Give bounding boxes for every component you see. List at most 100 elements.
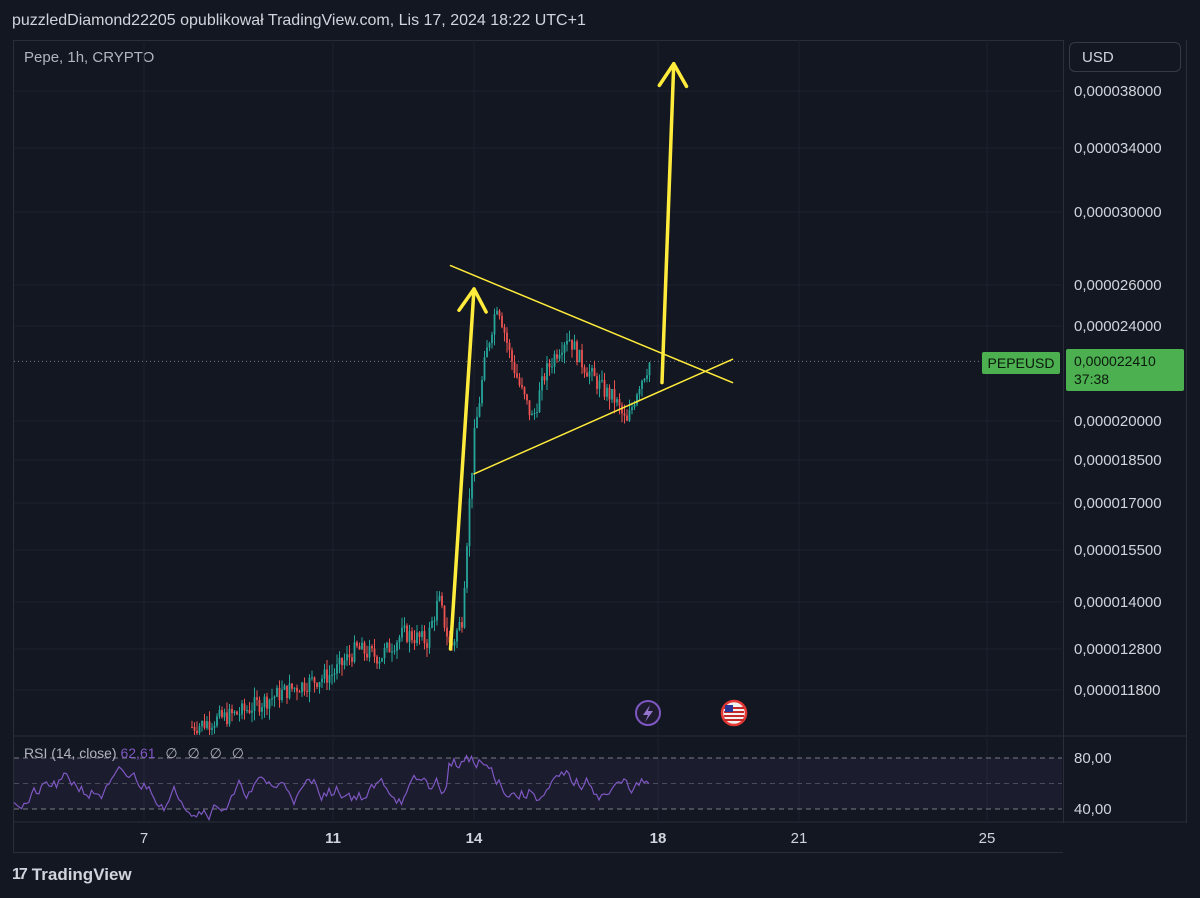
candle-body — [568, 339, 571, 341]
candle-body — [483, 357, 486, 380]
candle-body — [308, 677, 311, 692]
candle-body — [531, 413, 533, 416]
candle-body — [303, 682, 306, 692]
candle-body — [321, 678, 323, 683]
candle-body — [371, 646, 373, 649]
rsi-level-label: 40,00 — [1074, 801, 1112, 818]
candle-body — [393, 650, 396, 652]
candle-body — [443, 605, 446, 628]
candle-body — [461, 622, 463, 628]
axis-labels: 0,000038000 0,000034000 0,000030000 0,00002… — [140, 83, 1162, 847]
candle-body — [196, 730, 198, 733]
candle-body — [306, 691, 308, 693]
brand-name: TradingView — [31, 865, 132, 884]
triangle-lower-line — [473, 358, 734, 475]
candle-body — [298, 691, 301, 693]
target-arrow-head — [657, 61, 689, 89]
candle-body — [326, 669, 328, 683]
flagpole-arrow-head — [457, 287, 488, 314]
candle-body — [198, 726, 201, 733]
triangle-upper-line — [449, 264, 734, 384]
candle-body — [488, 343, 491, 348]
candle-body — [193, 727, 196, 731]
event-markers — [635, 699, 748, 727]
candle-body — [423, 631, 426, 644]
rsi-placeholder: ∅ — [187, 745, 200, 761]
rsi-value: 62,61 — [120, 745, 156, 761]
candle-body — [426, 643, 428, 648]
candle-body — [381, 658, 383, 662]
candle-body — [258, 699, 261, 712]
candle-body — [348, 654, 351, 658]
candle-body — [343, 660, 346, 666]
candle-body — [286, 685, 288, 698]
x-tick-label: 21 — [791, 830, 808, 847]
candle-body — [378, 661, 381, 664]
candle-body — [293, 687, 296, 689]
candle-body — [468, 498, 471, 547]
y-tick-label: 0,000038000 — [1074, 83, 1162, 100]
candle-body — [646, 375, 648, 379]
rsi-placeholder: ∅ — [209, 745, 222, 761]
candle-body — [503, 327, 506, 333]
candle-body — [541, 376, 543, 391]
candle-body — [421, 631, 423, 637]
candle-body — [246, 710, 248, 712]
target-arrow — [660, 61, 676, 385]
currency-button[interactable]: USD — [1069, 42, 1181, 72]
candle-body — [473, 428, 476, 473]
candle-body — [578, 349, 581, 363]
last-price-box: 0,000022410 37:38 — [1066, 349, 1184, 391]
y-tick-label: 0,000030000 — [1074, 204, 1162, 221]
author-line: puzzledDiamond22205 opublikował TradingV… — [12, 12, 586, 29]
candle-body — [236, 711, 238, 715]
candle-body — [351, 657, 353, 662]
candle-body — [228, 708, 231, 725]
symbol-label[interactable]: Pepe, 1h, CRYPTO — [24, 49, 155, 66]
candle-body — [433, 620, 436, 622]
candle-body — [328, 674, 331, 683]
candle-body — [593, 368, 596, 377]
candle-body — [316, 682, 318, 687]
candle-body — [623, 413, 626, 416]
candle-body — [596, 376, 598, 389]
rsi-placeholder: ∅ — [165, 745, 178, 761]
candle-body — [631, 407, 633, 411]
candle-body — [281, 689, 283, 701]
y-tick-label: 0,000020000 — [1074, 413, 1162, 430]
flag-stripe — [724, 719, 744, 721]
candle-body — [238, 714, 241, 716]
candle-body — [266, 696, 268, 709]
candle-body — [466, 546, 468, 588]
grid-lines — [14, 40, 1187, 823]
rsi-legend[interactable]: RSI (14, close) 62,61 ∅ ∅ ∅ ∅ — [24, 745, 244, 762]
price-scale[interactable] — [1063, 40, 1187, 823]
flag-canton — [725, 705, 733, 712]
candle-body — [331, 674, 333, 676]
candle-body — [571, 339, 573, 350]
y-tick-label: 0,000026000 — [1074, 277, 1162, 294]
candle-body — [566, 340, 568, 345]
candle-body — [576, 341, 578, 363]
candle-body — [208, 721, 211, 730]
candle-body — [558, 354, 561, 359]
rsi-placeholder: ∅ — [231, 745, 244, 761]
candle-body — [621, 405, 623, 414]
candle-body — [233, 711, 236, 714]
candle-body — [458, 622, 461, 631]
y-tick-label: 0,000015500 — [1074, 542, 1162, 559]
candle-body — [366, 653, 368, 658]
candle-body — [416, 632, 418, 644]
candle-body — [323, 669, 326, 679]
candle-body — [616, 399, 618, 403]
candle-body — [471, 472, 473, 499]
candle-body — [391, 651, 393, 653]
candle-body — [333, 673, 336, 675]
tradingview-logo[interactable]: 17 TradingView — [12, 865, 132, 885]
x-tick-label: 25 — [979, 830, 996, 847]
candle-body — [636, 394, 638, 405]
flag-stripe — [724, 715, 744, 717]
candle-body — [648, 362, 651, 376]
chart-panel[interactable] — [13, 40, 1063, 853]
